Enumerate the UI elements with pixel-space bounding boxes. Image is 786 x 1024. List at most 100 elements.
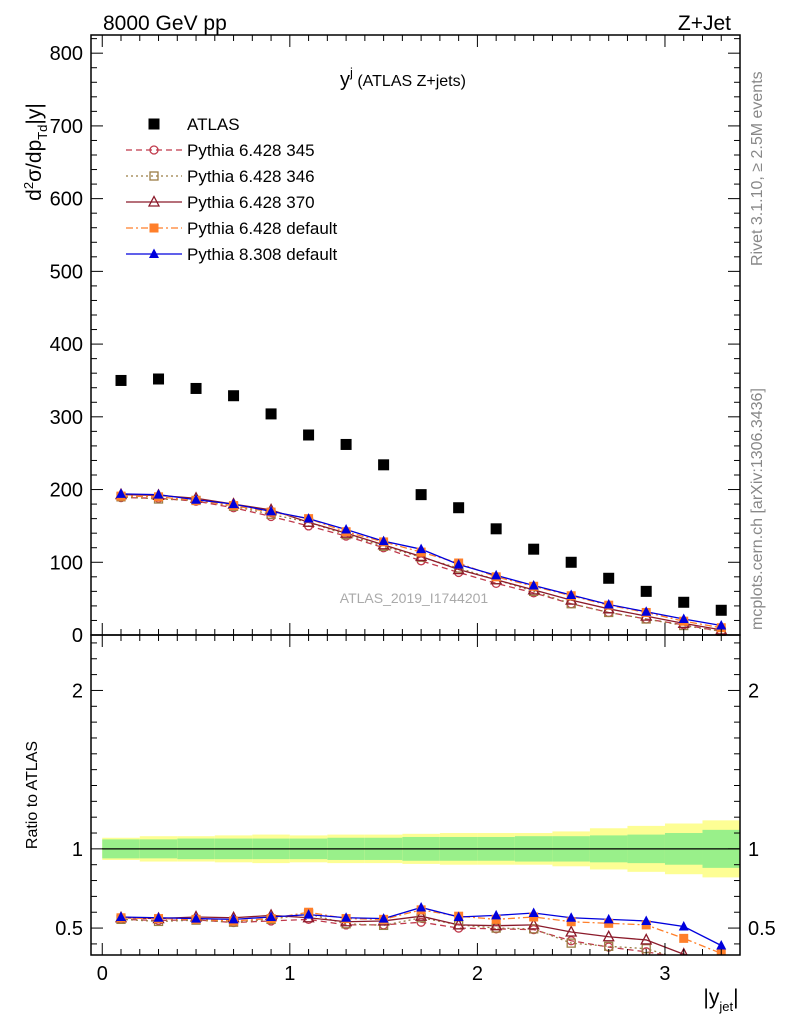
- data-point-atlas: [415, 489, 427, 501]
- ratio-point-pythia-6-428-346: [566, 938, 576, 948]
- x-tick-label: 0: [97, 963, 108, 985]
- ratio-point-pythia-8-308-default: [153, 912, 164, 922]
- ratio-point-pythia-8-308-default: [678, 920, 689, 931]
- ratio-point-pythia-8-308-default: [303, 909, 314, 919]
- ratio-point-pythia-8-308-default: [341, 912, 352, 922]
- legend-label-pythia-6-428-default: Pythia 6.428 default: [187, 219, 338, 238]
- data-point-pythia-8-308-default: [641, 606, 652, 616]
- ratio-point-pythia-6-428-370: [415, 909, 428, 921]
- ratio-point-pythia-6-428-370: [640, 933, 653, 945]
- ratio-point-pythia-8-308-default: [603, 913, 614, 924]
- rivet-version-label: Rivet 3.1.10, ≥ 2.5M events: [749, 71, 766, 266]
- ratio-y-tick-label-right: 0.5: [748, 918, 776, 940]
- data-point-atlas: [303, 429, 315, 441]
- main-y-axis-label: d2σ/dpTd|y|: [21, 103, 50, 201]
- main-title: yj (ATLAS Z+jets): [340, 65, 466, 91]
- data-point-pythia-8-308-default: [453, 558, 464, 569]
- ratio-point-pythia-8-308-default: [528, 907, 539, 918]
- data-point-atlas: [228, 390, 240, 402]
- series-line-pythia-6-428-default: [120, 495, 722, 629]
- data-point-pythia-8-308-default: [303, 513, 314, 523]
- main-plot-panel: 0 100 200 300 400 500 600 700 800 yj (ATLAS Z+je…: [21, 34, 741, 647]
- ratio-y-tick-label: 1: [72, 839, 83, 861]
- ratio-point-pythia-6-428-default: [679, 933, 689, 943]
- data-point-atlas: [565, 556, 577, 568]
- data-point-pythia-8-308-default: [528, 580, 539, 590]
- ratio-point-pythia-8-308-default: [378, 913, 389, 923]
- energy-label: 8000 GeV pp: [103, 12, 227, 35]
- ratio-plot-frame: [90, 634, 741, 956]
- legend: ATLAS Pythia 6.428 345 Pythia 6.428 346 Pyt…: [126, 115, 338, 264]
- legend-label-atlas: ATLAS: [187, 115, 240, 134]
- series-line-pythia-6-428-370: [120, 493, 722, 631]
- main-title-y: y: [340, 69, 350, 91]
- main-y-tick-label: 300: [50, 407, 83, 429]
- ratio-point-pythia-6-428-370: [716, 964, 726, 974]
- legend-marker-pythia-8-308-default: [149, 248, 159, 258]
- legend-marker-pythia-6-428-default: [149, 223, 159, 233]
- ratio-point-pythia-8-308-default: [641, 915, 652, 925]
- data-point-pythia-8-308-default: [341, 524, 352, 534]
- data-point-atlas: [190, 382, 202, 394]
- data-point-pythia-8-308-default: [678, 613, 689, 623]
- legend-label-pythia-6-428-370: Pythia 6.428 370: [187, 193, 315, 212]
- main-y-tick-label: 100: [50, 552, 83, 574]
- ratio-point-pythia-8-308-default: [453, 911, 464, 921]
- main-y-tick-label: 200: [50, 480, 83, 502]
- main-y-tick-label: 500: [50, 261, 83, 283]
- main-y-tick-label: 700: [50, 116, 83, 138]
- ratio-point-pythia-6-428-345: [717, 962, 725, 970]
- data-point-atlas: [153, 373, 165, 385]
- ratio-point-pythia-8-308-default: [228, 913, 239, 924]
- ratio-point-pythia-8-308-default: [491, 909, 502, 920]
- series-line-pythia-6-428-346: [120, 496, 722, 633]
- legend-label-pythia-8-308-default: Pythia 8.308 default: [187, 245, 338, 264]
- x-tick-label: 2: [472, 963, 483, 985]
- ratio-point-pythia-6-428-370: [602, 929, 615, 942]
- main-y-tick-label: 0: [72, 625, 83, 647]
- main-y-tick-label: 600: [50, 189, 83, 211]
- data-point-atlas: [265, 408, 277, 420]
- legend-marker-atlas: [148, 118, 160, 130]
- data-point-pythia-6-428-370: [452, 562, 465, 575]
- data-point-pythia-8-308-default: [378, 535, 389, 546]
- data-point-atlas: [490, 523, 502, 535]
- ratio-line-pythia-6-428-370: [120, 914, 688, 955]
- data-point-pythia-8-308-default: [191, 494, 202, 504]
- ratio-point-pythia-6-428-370: [527, 918, 540, 930]
- data-point-atlas: [528, 543, 540, 555]
- data-point-atlas: [640, 585, 652, 597]
- data-point-pythia-8-308-default: [491, 569, 502, 580]
- data-point-pythia-8-308-default: [716, 620, 727, 630]
- main-title-superscript: j: [349, 65, 353, 80]
- analysis-watermark: ATLAS_2019_I1744201: [340, 590, 489, 606]
- legend-marker-pythia-6-428-370: [147, 195, 161, 207]
- legend-label-pythia-6-428-346: Pythia 6.428 346: [187, 167, 315, 186]
- main-y-tick-label: 400: [50, 334, 83, 356]
- ratio-y-axis-label: Ratio to ATLAS: [24, 741, 41, 849]
- data-point-pythia-8-308-default: [153, 489, 164, 499]
- ratio-point-pythia-6-428-370: [679, 947, 688, 955]
- ratio-point-pythia-8-308-default: [566, 912, 577, 922]
- x-tick-label: 3: [659, 963, 670, 985]
- ratio-point-pythia-8-308-default: [191, 913, 202, 923]
- ratio-point-pythia-6-428-346: [680, 956, 688, 964]
- ratio-point-pythia-8-308-default: [116, 911, 127, 921]
- ratio-point-pythia-6-428-370: [490, 918, 503, 931]
- legend-marker-pythia-6-428-346: [149, 171, 159, 181]
- main-title-rest: (ATLAS Z+jets): [353, 73, 466, 90]
- data-point-atlas: [453, 502, 465, 514]
- data-point-pythia-8-308-default: [416, 543, 427, 554]
- ratio-y-tick-label: 0.5: [55, 918, 83, 940]
- ratio-plot-panel: 0.5 0.5 1 1 2 2 0 1 2 3 Ratio to ATLAS |yjet|: [24, 634, 776, 1014]
- data-point-atlas: [340, 438, 352, 450]
- ratio-y-tick-label-right: 2: [748, 680, 759, 702]
- ratio-y-tick-label: 2: [72, 680, 83, 702]
- legend-marker-pythia-6-428-345: [149, 145, 159, 155]
- data-point-atlas: [678, 596, 690, 608]
- data-point-atlas: [115, 374, 127, 386]
- ratio-point-pythia-6-428-346: [717, 965, 725, 973]
- ratio-y-tick-label-right: 1: [748, 839, 759, 861]
- data-point-atlas: [378, 459, 390, 471]
- ratio-line-pythia-6-428-346: [120, 913, 670, 955]
